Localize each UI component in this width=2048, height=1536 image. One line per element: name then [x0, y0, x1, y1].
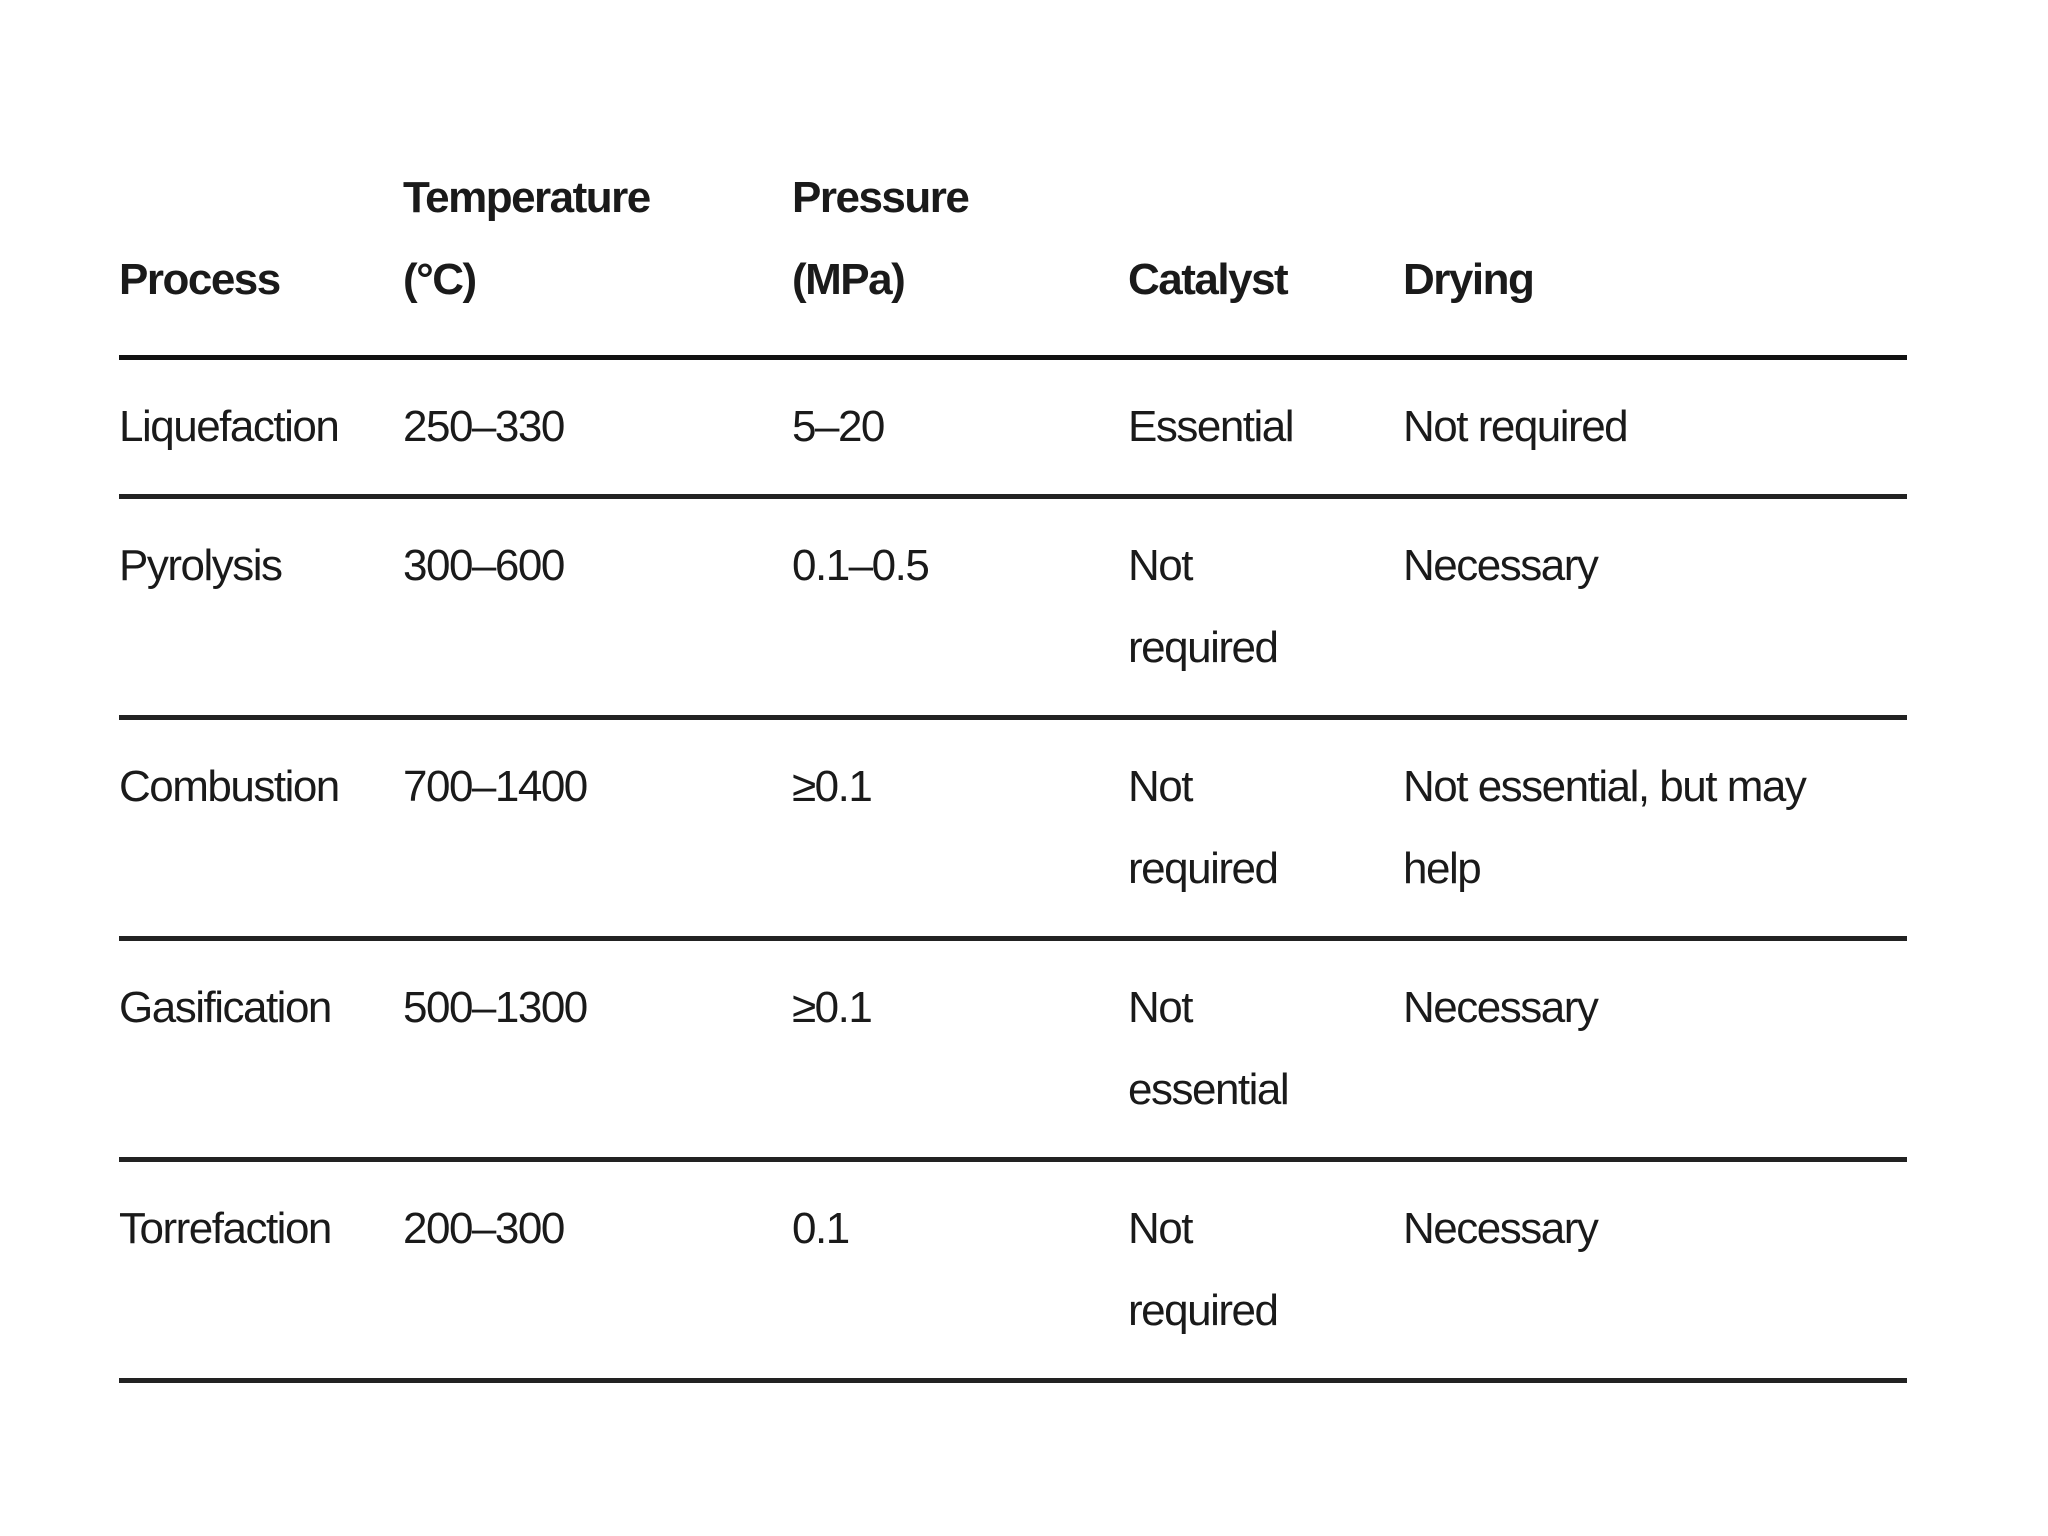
cell-text: 250–330 [403, 402, 565, 451]
cell-text: 500–1300 [403, 983, 588, 1032]
cell-text: Not required [1128, 1204, 1279, 1335]
cell-text: Necessary [1403, 541, 1599, 590]
cell-text: Not required [1128, 541, 1279, 672]
table-cell: 250–330 [403, 357, 792, 499]
header-text: Drying [1403, 255, 1535, 304]
table-cell: 0.1 [792, 1159, 1128, 1383]
table-cell: Not required [1403, 357, 1907, 499]
table-cell: ≥0.1 [792, 938, 1128, 1162]
cell-text: Necessary [1403, 983, 1599, 1032]
table-cell: Necessary [1403, 496, 1907, 720]
cell-text: 300–600 [403, 541, 565, 590]
cell-text: Torrefaction [119, 1204, 332, 1253]
table-body: Liquefaction 250–330 5–20 Essential Not requ… [119, 357, 1907, 1383]
cell-text: Gasification [119, 983, 332, 1032]
cell-text: 700–1400 [403, 762, 588, 811]
column-header: Temperature (°C) [403, 157, 792, 360]
table-cell: Not essential, but may help [1403, 717, 1907, 941]
table-cell: Essential [1128, 357, 1403, 499]
cell-text: Not required [1403, 402, 1629, 451]
cell-text: Not essential [1128, 983, 1290, 1114]
cell-text: Pyrolysis [119, 541, 283, 590]
cell-text: Liquefaction [119, 402, 340, 451]
table-cell: Pyrolysis [119, 496, 403, 720]
column-header: Pressure (MPa) [792, 157, 1128, 360]
header-text: Catalyst [1128, 255, 1289, 304]
table-cell: Not required [1128, 717, 1403, 941]
cell-text: 5–20 [792, 402, 885, 451]
cell-text: Necessary [1403, 1204, 1599, 1253]
table-cell: Gasification [119, 938, 403, 1162]
table-cell: 0.1–0.5 [792, 496, 1128, 720]
table-cell: 300–600 [403, 496, 792, 720]
cell-text: 0.1–0.5 [792, 541, 930, 590]
table-row: Torrefaction 200–300 0.1 Not required Necess… [119, 1159, 1907, 1383]
table-cell: 200–300 [403, 1159, 792, 1383]
cell-text: 200–300 [403, 1204, 565, 1253]
table-cell: 700–1400 [403, 717, 792, 941]
header-text: Process [119, 255, 281, 304]
cell-text: ≥0.1 [792, 983, 873, 1032]
table-cell: Torrefaction [119, 1159, 403, 1383]
column-header: Catalyst [1128, 157, 1403, 360]
cell-text: ≥0.1 [792, 762, 873, 811]
table-cell: ≥0.1 [792, 717, 1128, 941]
cell-text: Not essential, but may help [1403, 762, 1807, 893]
header-text: Temperature (°C) [403, 173, 651, 304]
header-text: Pressure (MPa) [792, 173, 970, 304]
table-cell: Combustion [119, 717, 403, 941]
table-cell: Necessary [1403, 938, 1907, 1162]
table-cell: Necessary [1403, 1159, 1907, 1383]
table-row: Liquefaction 250–330 5–20 Essential Not requ… [119, 357, 1907, 499]
table-cell: Not essential [1128, 938, 1403, 1162]
table-cell: 5–20 [792, 357, 1128, 499]
header-row: Process Temperature (°C) Pressure (MPa) Cat… [119, 157, 1907, 360]
table-row: Pyrolysis 300–600 0.1–0.5 Not required Neces… [119, 496, 1907, 720]
data-table: Process Temperature (°C) Pressure (MPa) Cat… [119, 157, 1907, 1383]
table-row: Combustion 700–1400 ≥0.1 Not required Not es… [119, 717, 1907, 941]
cell-text: 0.1 [792, 1204, 850, 1253]
table-cell: Not required [1128, 1159, 1403, 1383]
column-header: Drying [1403, 157, 1907, 360]
cell-text: Not required [1128, 762, 1279, 893]
table-cell: Not required [1128, 496, 1403, 720]
cell-text: Combustion [119, 762, 340, 811]
table-cell: 500–1300 [403, 938, 792, 1162]
table-cell: Liquefaction [119, 357, 403, 499]
table-row: Gasification 500–1300 ≥0.1 Not essential Nec… [119, 938, 1907, 1162]
column-header: Process [119, 157, 403, 360]
cell-text: Essential [1128, 402, 1295, 451]
table-header: Process Temperature (°C) Pressure (MPa) Cat… [119, 157, 1907, 360]
